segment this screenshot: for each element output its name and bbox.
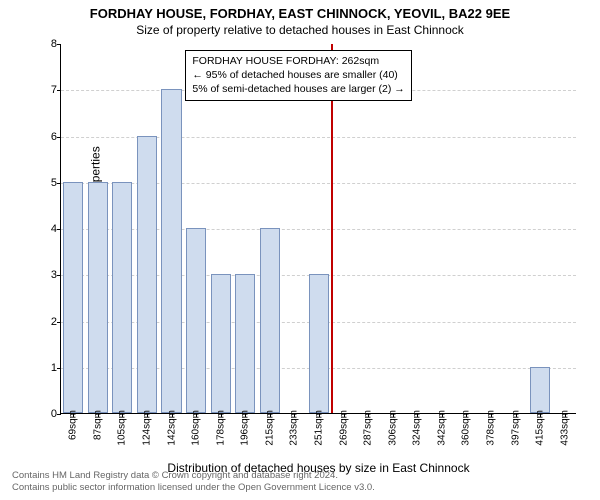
x-tick-label: 233sqm bbox=[289, 410, 300, 446]
annotation-line: 5% of semi-detached houses are larger (2… bbox=[192, 82, 404, 96]
x-tick-label: 87sqm bbox=[92, 410, 103, 440]
x-tick-label: 251sqm bbox=[314, 410, 325, 446]
bar bbox=[211, 274, 231, 413]
chart-area: Number of detached properties Distributi… bbox=[60, 44, 576, 414]
bar bbox=[88, 182, 108, 413]
x-tick-label: 360sqm bbox=[461, 410, 472, 446]
x-tick-label: 397sqm bbox=[510, 410, 521, 446]
chart-title-sub: Size of property relative to detached ho… bbox=[0, 21, 600, 37]
x-tick-label: 178sqm bbox=[215, 410, 226, 446]
y-tick-mark bbox=[57, 414, 61, 415]
y-tick-mark bbox=[57, 183, 61, 184]
y-tick-label: 5 bbox=[39, 177, 57, 189]
y-tick-label: 0 bbox=[39, 408, 57, 420]
y-tick-label: 6 bbox=[39, 131, 57, 143]
bar bbox=[235, 274, 255, 413]
y-tick-label: 1 bbox=[39, 362, 57, 374]
x-tick-label: 269sqm bbox=[338, 410, 349, 446]
annotation-line: FORDHAY HOUSE FORDHAY: 262sqm bbox=[192, 54, 404, 68]
footer-line-2: Contains public sector information licen… bbox=[12, 482, 375, 494]
y-tick-label: 4 bbox=[39, 223, 57, 235]
annotation-box: FORDHAY HOUSE FORDHAY: 262sqm← 95% of de… bbox=[185, 50, 411, 101]
x-tick-label: 142sqm bbox=[166, 410, 177, 446]
y-tick-mark bbox=[57, 368, 61, 369]
x-tick-label: 105sqm bbox=[117, 410, 128, 446]
x-tick-label: 196sqm bbox=[240, 410, 251, 446]
y-tick-mark bbox=[57, 44, 61, 45]
x-tick-label: 342sqm bbox=[436, 410, 447, 446]
y-tick-label: 3 bbox=[39, 269, 57, 281]
x-tick-label: 69sqm bbox=[68, 410, 79, 440]
bar bbox=[309, 274, 329, 413]
footer-attribution: Contains HM Land Registry data © Crown c… bbox=[12, 470, 375, 494]
x-tick-label: 287sqm bbox=[363, 410, 374, 446]
x-tick-label: 306sqm bbox=[387, 410, 398, 446]
bar bbox=[260, 228, 280, 413]
y-tick-mark bbox=[57, 137, 61, 138]
bar bbox=[186, 228, 206, 413]
y-tick-mark bbox=[57, 275, 61, 276]
y-tick-label: 2 bbox=[39, 316, 57, 328]
bar bbox=[161, 89, 181, 413]
x-tick-label: 324sqm bbox=[412, 410, 423, 446]
x-tick-label: 415sqm bbox=[535, 410, 546, 446]
x-tick-label: 433sqm bbox=[559, 410, 570, 446]
footer-line-1: Contains HM Land Registry data © Crown c… bbox=[12, 470, 375, 482]
y-tick-mark bbox=[57, 229, 61, 230]
plot-region: Number of detached properties Distributi… bbox=[60, 44, 576, 414]
y-tick-mark bbox=[57, 90, 61, 91]
x-tick-label: 378sqm bbox=[486, 410, 497, 446]
annotation-line: ← 95% of detached houses are smaller (40… bbox=[192, 68, 404, 82]
chart-title-main: FORDHAY HOUSE, FORDHAY, EAST CHINNOCK, Y… bbox=[0, 0, 600, 21]
y-tick-label: 7 bbox=[39, 84, 57, 96]
x-tick-label: 124sqm bbox=[142, 410, 153, 446]
bar bbox=[63, 182, 83, 413]
y-tick-mark bbox=[57, 322, 61, 323]
x-tick-label: 160sqm bbox=[191, 410, 202, 446]
x-tick-label: 215sqm bbox=[264, 410, 275, 446]
bar bbox=[137, 136, 157, 414]
y-tick-label: 8 bbox=[39, 38, 57, 50]
bar bbox=[530, 367, 550, 413]
bar bbox=[112, 182, 132, 413]
